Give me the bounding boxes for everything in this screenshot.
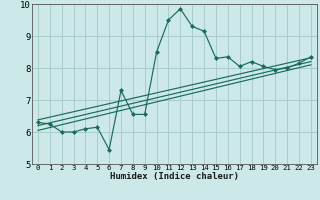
X-axis label: Humidex (Indice chaleur): Humidex (Indice chaleur) [110,172,239,181]
